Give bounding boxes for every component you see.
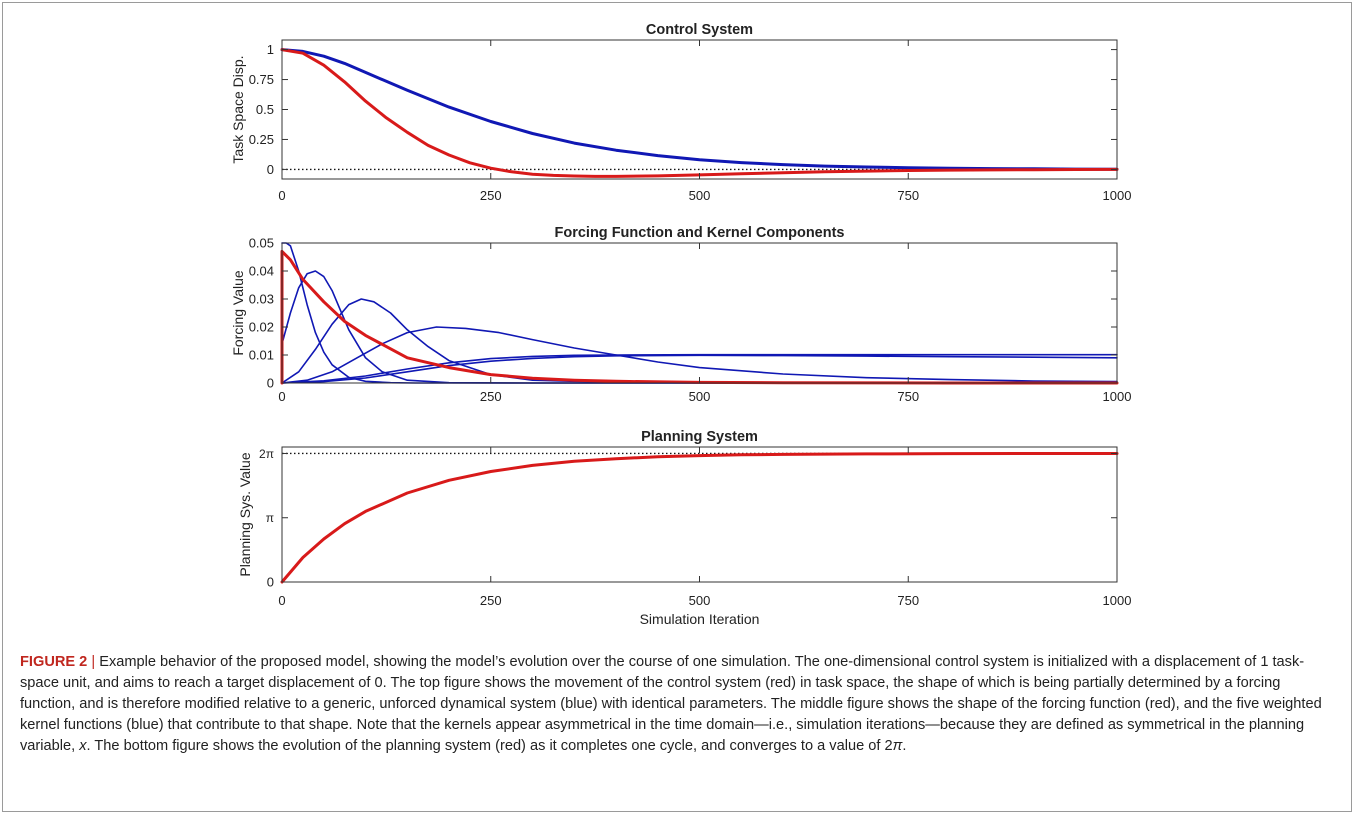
plot-area-frame	[281, 446, 1118, 583]
y-tick-label: 1	[267, 42, 274, 57]
x-tick-label: 1000	[1103, 389, 1132, 404]
x-tick-label: 500	[689, 593, 711, 608]
series-line-1	[280, 48, 1119, 178]
series-line-1	[281, 270, 1118, 384]
series-line-5	[281, 353, 1118, 384]
y-axis-label: Forcing Value	[230, 270, 246, 356]
plot-area-frame	[281, 242, 1118, 384]
caption-text-part-1: Example behavior of the proposed model, …	[20, 654, 1322, 754]
figure-caption: FIGURE 2 | Example behavior of the propo…	[20, 652, 1335, 757]
caption-text-part-3: .	[902, 738, 907, 754]
y-axis-label: Planning Sys. Value	[237, 452, 253, 576]
series-line-0	[280, 452, 1119, 584]
x-tick-label: 500	[689, 389, 711, 404]
x-tick-label: 0	[278, 188, 285, 203]
x-tick-label: 0	[278, 593, 285, 608]
y-tick-label: 0.04	[249, 264, 274, 279]
forcing-function-plot: Forcing Function and Kernel Components 0 2…	[230, 225, 1131, 404]
x-tick-label: 750	[897, 593, 919, 608]
control-system-plot: Control System 0 250 500 750 1000 0 0.25 0.5 0.75…	[230, 22, 1131, 203]
caption-text-part-2: . The bottom figure shows the evolution …	[86, 738, 893, 754]
caption-variable-x: x	[79, 738, 87, 754]
x-axis-label: Simulation Iteration	[640, 611, 760, 627]
chart-title: Control System	[646, 22, 753, 38]
y-axis-label: Task Space Disp.	[230, 55, 246, 163]
series-line-6	[280, 249, 1119, 385]
y-tick-label: 0	[267, 376, 274, 391]
y-tick-label: 0.03	[249, 292, 274, 307]
y-tick-label: 0	[267, 162, 274, 177]
series-line-0	[280, 48, 1119, 171]
x-tick-label: 250	[480, 593, 502, 608]
x-tick-label: 250	[480, 188, 502, 203]
caption-separator: |	[91, 654, 96, 670]
x-tick-label: 0	[278, 389, 285, 404]
x-tick-label: 750	[897, 389, 919, 404]
caption-label: FIGURE 2	[20, 654, 88, 670]
x-tick-label: 500	[689, 188, 711, 203]
x-tick-label: 250	[480, 389, 502, 404]
series-line-4	[281, 354, 1118, 384]
series-line-2	[281, 298, 1118, 384]
plot-area-frame	[281, 39, 1118, 180]
y-tick-label: 0.75	[249, 72, 274, 87]
y-tick-label: 0	[267, 575, 274, 590]
planning-system-plot: Planning System 0 250 500 750 1000 0 π 2π Plannin…	[237, 429, 1131, 627]
y-tick-label: 0.02	[249, 320, 274, 335]
series-line-3	[281, 326, 1118, 384]
x-tick-label: 750	[897, 188, 919, 203]
x-tick-label: 1000	[1103, 188, 1132, 203]
y-tick-label: π	[266, 511, 274, 525]
caption-pi-symbol: π	[892, 738, 903, 754]
y-tick-label: 0.25	[249, 132, 274, 147]
y-tick-label: 0.05	[249, 236, 274, 251]
chart-title: Forcing Function and Kernel Components	[555, 225, 845, 241]
series-line-0	[281, 242, 1118, 384]
x-tick-label: 1000	[1103, 593, 1132, 608]
y-tick-label: 2π	[259, 447, 274, 461]
y-tick-label: 0.5	[256, 102, 274, 117]
chart-title: Planning System	[641, 429, 758, 445]
y-tick-label: 0.01	[249, 348, 274, 363]
